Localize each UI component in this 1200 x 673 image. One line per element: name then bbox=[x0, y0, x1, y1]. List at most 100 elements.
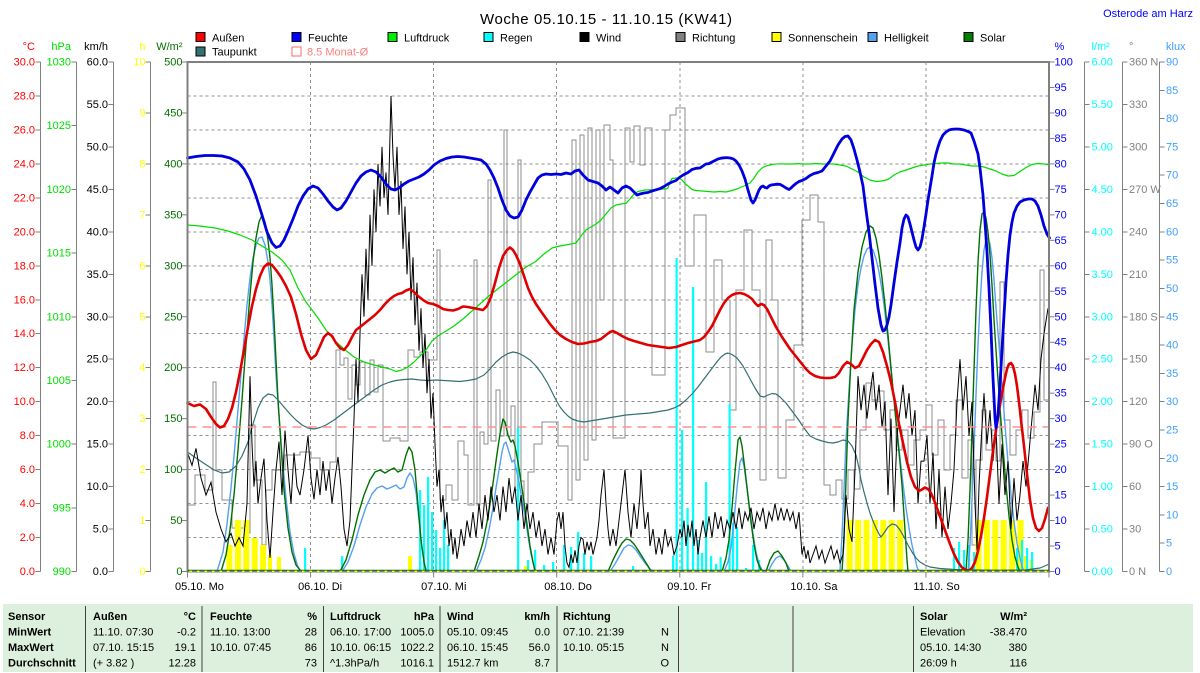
svg-text:6.00: 6.00 bbox=[1092, 57, 1113, 69]
svg-text:75: 75 bbox=[1166, 141, 1178, 153]
svg-text:55.0: 55.0 bbox=[87, 99, 108, 111]
svg-text:W/m²: W/m² bbox=[156, 41, 183, 53]
svg-text:1016.1: 1016.1 bbox=[400, 658, 434, 670]
svg-text:3.50: 3.50 bbox=[1092, 269, 1113, 281]
svg-text:80: 80 bbox=[1166, 113, 1178, 125]
svg-text:150: 150 bbox=[1129, 354, 1147, 366]
svg-text:10: 10 bbox=[1055, 515, 1067, 527]
svg-text:-38.470: -38.470 bbox=[990, 627, 1027, 639]
svg-text:2.0: 2.0 bbox=[20, 532, 35, 544]
svg-text:1512.7 km: 1512.7 km bbox=[447, 658, 498, 670]
svg-text:20: 20 bbox=[1166, 453, 1178, 465]
svg-text:8.5 Monat-Ø: 8.5 Monat-Ø bbox=[307, 47, 369, 59]
svg-text:h: h bbox=[139, 41, 145, 53]
svg-text:11.10. So: 11.10. So bbox=[913, 581, 959, 593]
svg-text:l/m²: l/m² bbox=[1092, 41, 1111, 53]
svg-text:09.10. Fr: 09.10. Fr bbox=[667, 581, 711, 593]
svg-text:0: 0 bbox=[176, 566, 182, 578]
svg-text:15: 15 bbox=[1055, 490, 1067, 502]
svg-text:0.0: 0.0 bbox=[20, 566, 35, 578]
svg-text:60: 60 bbox=[1166, 226, 1178, 238]
svg-text:100: 100 bbox=[1055, 57, 1073, 69]
svg-text:4.0: 4.0 bbox=[20, 498, 35, 510]
svg-text:15: 15 bbox=[1166, 481, 1178, 493]
svg-text:Elevation: Elevation bbox=[920, 627, 965, 639]
svg-text:07.10. Mi: 07.10. Mi bbox=[421, 581, 466, 593]
svg-text:80: 80 bbox=[1055, 158, 1067, 170]
svg-text:9: 9 bbox=[139, 107, 145, 119]
svg-text:4: 4 bbox=[139, 362, 145, 374]
svg-text:100: 100 bbox=[164, 464, 182, 476]
svg-text:15.0: 15.0 bbox=[87, 439, 108, 451]
svg-text:Richtung: Richtung bbox=[563, 611, 611, 623]
svg-text:1020: 1020 bbox=[47, 184, 71, 196]
svg-text:06.10. 17:00: 06.10. 17:00 bbox=[330, 627, 391, 639]
svg-text:26.0: 26.0 bbox=[14, 124, 35, 136]
svg-text:Wind: Wind bbox=[596, 33, 621, 45]
svg-text:26:09 h: 26:09 h bbox=[920, 658, 957, 670]
svg-text:25: 25 bbox=[1166, 424, 1178, 436]
svg-text:10.0: 10.0 bbox=[14, 396, 35, 408]
svg-text:07.10. 21:39: 07.10. 21:39 bbox=[563, 627, 624, 639]
svg-text:km/h: km/h bbox=[524, 611, 550, 623]
svg-text:450: 450 bbox=[164, 107, 182, 119]
svg-text:6: 6 bbox=[139, 260, 145, 272]
svg-text:25: 25 bbox=[1055, 439, 1067, 451]
svg-text:330: 330 bbox=[1129, 99, 1147, 111]
svg-text:N: N bbox=[661, 627, 669, 639]
svg-text:3.00: 3.00 bbox=[1092, 311, 1113, 323]
svg-text:km/h: km/h bbox=[84, 41, 108, 53]
svg-text:55: 55 bbox=[1055, 286, 1067, 298]
svg-text:N: N bbox=[661, 642, 669, 654]
svg-text:35.0: 35.0 bbox=[87, 269, 108, 281]
svg-text:Regen: Regen bbox=[500, 33, 532, 45]
svg-text:5: 5 bbox=[139, 311, 145, 323]
svg-text:75: 75 bbox=[1055, 184, 1067, 196]
svg-text:10.10. 07:45: 10.10. 07:45 bbox=[210, 642, 271, 654]
svg-text:270 W: 270 W bbox=[1129, 184, 1161, 196]
svg-text:56.0: 56.0 bbox=[529, 642, 550, 654]
svg-text:10.10. 06:15: 10.10. 06:15 bbox=[330, 642, 391, 654]
svg-text:5.50: 5.50 bbox=[1092, 99, 1113, 111]
svg-text:360 N: 360 N bbox=[1129, 57, 1158, 69]
svg-text:Luftdruck: Luftdruck bbox=[404, 33, 450, 45]
svg-text:7: 7 bbox=[139, 209, 145, 221]
svg-text:28.0: 28.0 bbox=[14, 90, 35, 102]
svg-text:19.1: 19.1 bbox=[175, 642, 196, 654]
svg-text:22.0: 22.0 bbox=[14, 192, 35, 204]
svg-text:200: 200 bbox=[164, 362, 182, 374]
svg-text:210: 210 bbox=[1129, 269, 1147, 281]
svg-text:86: 86 bbox=[305, 642, 317, 654]
svg-text:70: 70 bbox=[1166, 170, 1178, 182]
svg-text:65: 65 bbox=[1166, 198, 1178, 210]
svg-text:1: 1 bbox=[139, 515, 145, 527]
svg-text:10.10. 05:15: 10.10. 05:15 bbox=[563, 642, 624, 654]
svg-text:MaxWert: MaxWert bbox=[8, 642, 54, 654]
svg-text:0.00: 0.00 bbox=[1092, 566, 1113, 578]
svg-text:180 S: 180 S bbox=[1129, 311, 1158, 323]
svg-text:30.0: 30.0 bbox=[87, 311, 108, 323]
svg-text:60.0: 60.0 bbox=[87, 57, 108, 69]
svg-text:0: 0 bbox=[1055, 566, 1061, 578]
svg-text:40: 40 bbox=[1166, 340, 1178, 352]
svg-text:0: 0 bbox=[139, 566, 145, 578]
svg-text:11.10. 13:00: 11.10. 13:00 bbox=[210, 627, 270, 639]
svg-text:MinWert: MinWert bbox=[8, 627, 52, 639]
svg-text:8.0: 8.0 bbox=[20, 430, 35, 442]
svg-text:6.0: 6.0 bbox=[20, 464, 35, 476]
svg-text:300: 300 bbox=[164, 260, 182, 272]
svg-text:55: 55 bbox=[1166, 255, 1178, 267]
svg-text:5.0: 5.0 bbox=[93, 524, 108, 536]
svg-text:50.0: 50.0 bbox=[87, 141, 108, 153]
svg-text:Durchschnitt: Durchschnitt bbox=[8, 658, 76, 670]
svg-text:116: 116 bbox=[1009, 658, 1027, 670]
svg-text:05.10. Mo: 05.10. Mo bbox=[175, 581, 224, 593]
svg-text:Wind: Wind bbox=[447, 611, 474, 623]
svg-text:90: 90 bbox=[1166, 57, 1178, 69]
svg-text:2.50: 2.50 bbox=[1092, 354, 1113, 366]
svg-text:12.0: 12.0 bbox=[14, 362, 35, 374]
svg-text:Außen: Außen bbox=[212, 33, 244, 45]
svg-text:hPa: hPa bbox=[51, 41, 71, 53]
svg-text:50: 50 bbox=[170, 515, 182, 527]
svg-text:20.0: 20.0 bbox=[14, 226, 35, 238]
